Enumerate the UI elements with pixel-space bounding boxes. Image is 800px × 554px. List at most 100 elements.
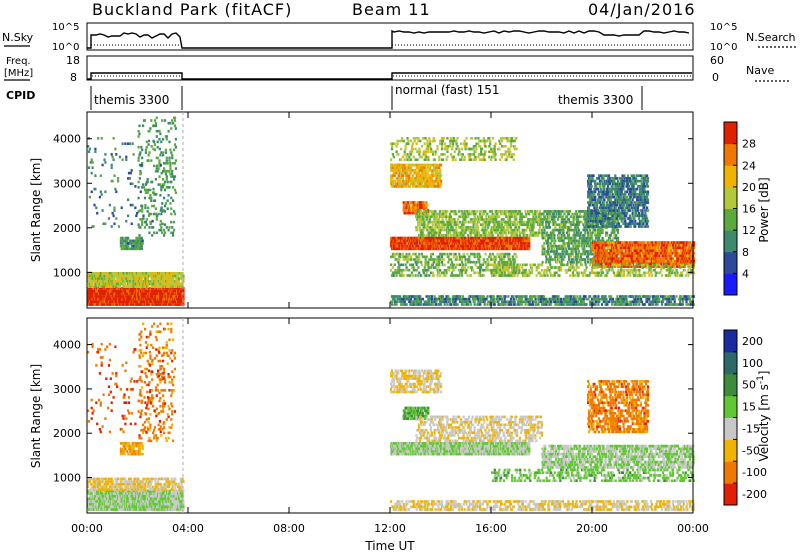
scatter-cell <box>474 212 477 216</box>
scatter-cell <box>462 234 465 237</box>
scatter-cell <box>153 143 157 146</box>
scatter-cell <box>117 225 121 228</box>
scatter-cell <box>121 236 124 240</box>
scatter-cell <box>493 147 496 151</box>
scatter-cell <box>145 145 148 149</box>
scatter-cell <box>435 236 438 240</box>
freq-panel: Freq. [MHz] 18 8 60 0 Nave <box>4 54 790 84</box>
scatter-cell <box>163 234 166 237</box>
station-title: Buckland Park (fitACF) <box>92 0 292 19</box>
scatter-cell <box>468 210 471 213</box>
scatter-cell <box>422 228 425 232</box>
scatter-cell <box>153 199 157 202</box>
scatter-cell <box>434 266 437 269</box>
scatter-cell <box>164 274 167 278</box>
scatter-cell <box>430 266 433 269</box>
scatter-cell <box>94 187 97 191</box>
scatter-cell <box>508 153 511 156</box>
scatter-cell <box>160 212 163 216</box>
scatter-cell <box>136 236 139 240</box>
scatter-cell <box>155 285 158 288</box>
scatter-cell <box>578 212 581 216</box>
scatter-cell <box>182 274 185 278</box>
scatter-cell <box>511 255 514 259</box>
scatter-cell <box>427 155 430 159</box>
scatter-cell <box>518 226 521 229</box>
scatter-cell <box>474 271 477 275</box>
scatter-cell <box>427 147 430 151</box>
scatter-cell <box>401 174 404 177</box>
scatter-cell <box>513 139 516 143</box>
scatter-cell <box>474 137 477 140</box>
scatter-cell <box>474 242 477 245</box>
scatter-cell <box>577 239 581 243</box>
scatter-cell <box>452 263 455 267</box>
scatter-cell <box>149 188 152 192</box>
scatter-cell <box>153 231 156 235</box>
scatter-cell <box>431 223 434 226</box>
scatter-cell <box>134 185 137 188</box>
scatter-cell <box>504 153 507 156</box>
scatter-cell <box>472 226 475 229</box>
scatter-cell <box>450 147 454 151</box>
scatter-cell <box>161 222 164 226</box>
scatter-cell <box>132 153 135 156</box>
scatter-cell <box>403 153 406 156</box>
scatter-cell <box>141 204 144 208</box>
scatter-cell <box>167 280 171 283</box>
scatter-cell <box>108 295 111 298</box>
scatter-cell <box>408 252 411 256</box>
scatter-cell <box>458 150 461 153</box>
scatter-cell <box>547 247 551 251</box>
scatter-cell <box>91 282 94 286</box>
scatter-cell <box>441 139 444 143</box>
scatter-cell <box>174 145 177 149</box>
scatter-cell <box>425 271 428 275</box>
scatter-cell <box>104 222 107 226</box>
scatter-cell <box>144 151 147 154</box>
scatter-cell <box>399 169 402 172</box>
scatter-cell <box>577 223 581 226</box>
scatter-cell <box>541 223 544 226</box>
scatter-cell <box>111 211 114 215</box>
scatter-cell <box>121 242 124 245</box>
scatter-cell <box>137 180 140 184</box>
scatter-cell <box>110 163 113 167</box>
scatter-cell <box>410 145 414 148</box>
scatter-cell <box>525 212 528 216</box>
scatter-cell <box>166 285 169 288</box>
scatter-cell <box>464 263 467 267</box>
scatter-cell <box>391 182 394 186</box>
scatter-cell <box>489 252 492 256</box>
scatter-cell <box>143 272 146 275</box>
scatter-cell <box>172 289 175 293</box>
scatter-cell <box>94 147 97 151</box>
scatter-cell <box>182 297 185 301</box>
scatter-cell <box>508 252 511 256</box>
scatter-cell <box>478 231 481 235</box>
scatter-cell <box>169 167 172 170</box>
scatter-cell <box>554 239 557 243</box>
scatter-cell <box>546 218 549 221</box>
scatter-cell <box>178 282 181 286</box>
scatter-cell <box>175 295 178 298</box>
scatter-cell <box>458 274 461 277</box>
scatter-cell <box>161 202 164 205</box>
scatter-cell <box>438 231 442 235</box>
scatter-cell <box>506 155 509 159</box>
scatter-cell <box>455 263 458 267</box>
scatter-cell <box>398 271 401 275</box>
scatter-cell <box>134 206 137 210</box>
scatter-cell <box>498 260 501 264</box>
scatter-cell <box>425 226 428 229</box>
scatter-cell <box>479 268 482 272</box>
scatter-cell <box>427 150 430 153</box>
scatter-cell <box>172 199 175 202</box>
scatter-cell <box>151 219 154 223</box>
scatter-cell <box>472 153 475 156</box>
scatter-cell <box>394 258 397 261</box>
scatter-cell <box>423 169 426 172</box>
scatter-cell <box>91 166 94 169</box>
scatter-cell <box>432 137 435 140</box>
